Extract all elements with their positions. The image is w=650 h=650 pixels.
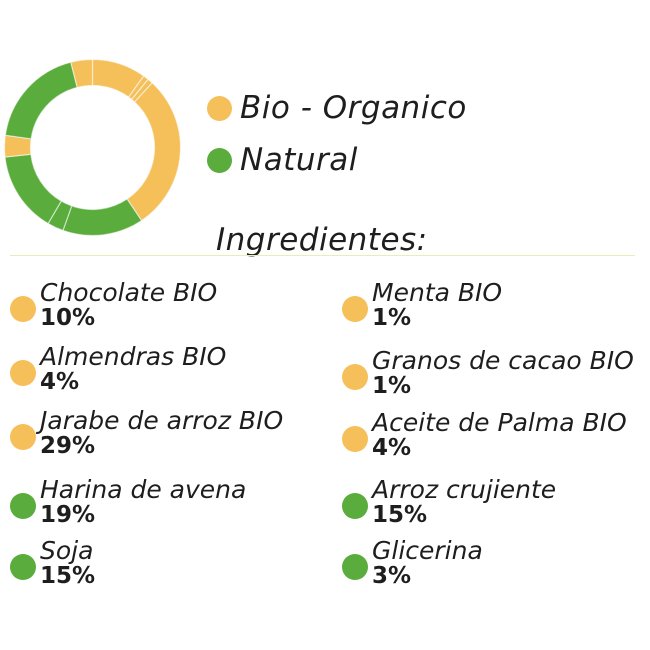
legend-item-bio: Bio - Organico <box>207 82 467 134</box>
ingredients-donut-chart <box>3 58 182 237</box>
ingredient-dot-icon <box>342 554 368 580</box>
ingredient-name: Granos de cacao BIO <box>372 346 634 375</box>
ingredient-name: Chocolate BIO <box>40 278 218 307</box>
ingredient-dot-icon <box>10 554 36 580</box>
ingredient-dot-icon <box>342 426 368 452</box>
legend-item-natural: Natural <box>207 134 467 186</box>
ingredient-percent: 15% <box>372 502 428 528</box>
legend-label: Bio - Organico <box>240 90 467 126</box>
ingredient-dot-icon <box>342 296 368 322</box>
legend-label: Natural <box>240 142 358 178</box>
ingredients-heading: Ingredientes: <box>216 222 428 258</box>
ingredient-dot-icon <box>10 296 36 322</box>
ingredient-name: Almendras BIO <box>40 342 227 371</box>
ingredient-percent: 19% <box>40 502 96 528</box>
divider <box>10 255 635 256</box>
ingredient-dot-icon <box>10 424 36 450</box>
ingredient-dot-icon <box>342 493 368 519</box>
donut-slice-arroz-crujiente <box>62 198 143 237</box>
ingredient-name: Jarabe de arroz BIO <box>40 406 284 435</box>
ingredient-dot-icon <box>342 364 368 390</box>
donut-slice-aceite-de-palma-bio <box>70 58 94 89</box>
ingredient-percent: 29% <box>40 433 96 459</box>
ingredient-name: Harina de avena <box>40 475 247 504</box>
ingredient-name: Glicerina <box>372 536 483 565</box>
ingredient-name: Arroz crujiente <box>372 475 557 504</box>
ingredient-percent: 10% <box>40 305 96 331</box>
ingredient-dot-icon <box>10 493 36 519</box>
ingredient-name: Aceite de Palma BIO <box>372 408 627 437</box>
natural-dot-icon <box>207 147 232 173</box>
ingredient-percent: 1% <box>372 373 412 399</box>
ingredient-percent: 3% <box>372 563 412 589</box>
ingredient-percent: 1% <box>372 305 412 331</box>
ingredient-percent: 15% <box>40 563 96 589</box>
bio-dot-icon <box>207 95 232 121</box>
donut-slice-jarabe-de-arroz-bio <box>126 82 182 222</box>
ingredient-name: Menta BIO <box>372 278 503 307</box>
donut-slice-soja <box>4 153 63 225</box>
ingredient-dot-icon <box>10 360 36 386</box>
donut-slice-harina-de-avena <box>4 61 78 140</box>
chart-legend: Bio - Organico Natural <box>207 82 467 186</box>
ingredient-percent: 4% <box>40 369 80 395</box>
ingredient-percent: 4% <box>372 435 412 461</box>
ingredient-name: Soja <box>40 536 94 565</box>
